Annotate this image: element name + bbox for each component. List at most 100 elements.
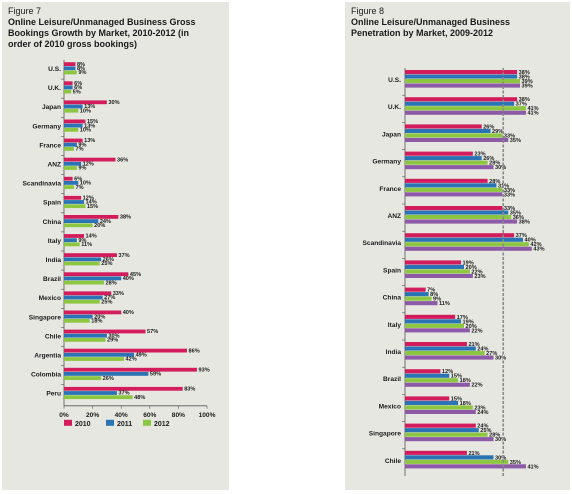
data-label: 48% <box>134 395 145 401</box>
data-label: 37% <box>516 233 527 239</box>
bar <box>64 372 149 376</box>
data-label: 33% <box>504 133 515 139</box>
bar <box>405 124 482 129</box>
bar <box>64 310 122 315</box>
bar <box>64 138 83 143</box>
data-label: 59% <box>150 372 161 378</box>
figure-8-title-line: Penetration by Market, 2009-2012 <box>351 28 494 38</box>
data-label: 29% <box>107 338 118 344</box>
bar <box>405 242 529 247</box>
data-label: 10% <box>80 108 91 114</box>
data-label: 33% <box>504 192 515 198</box>
category-label: Germany <box>372 159 401 166</box>
data-label: 6% <box>74 176 82 182</box>
bar <box>405 210 509 215</box>
data-label: 18% <box>460 401 471 407</box>
bar <box>405 455 494 460</box>
bar <box>405 287 426 292</box>
data-label: 41% <box>527 111 538 117</box>
bar <box>405 97 518 102</box>
bar <box>64 357 125 361</box>
bar <box>64 200 85 204</box>
bar <box>405 137 509 142</box>
legend-swatch <box>64 419 72 426</box>
data-label: 45% <box>130 272 141 278</box>
data-label: 14% <box>86 234 97 240</box>
category-label: U.S. <box>48 66 61 73</box>
data-label: 26% <box>483 156 494 162</box>
data-label: 38% <box>519 97 530 103</box>
category-label: U.K. <box>388 104 401 111</box>
bar <box>405 432 488 437</box>
data-label: 38% <box>519 70 530 76</box>
data-label: 23% <box>474 405 485 411</box>
data-label: 42% <box>530 242 541 248</box>
figure-8-title: Online Leisure/Unmanaged Business Penetr… <box>351 17 510 39</box>
data-label: 26% <box>483 124 494 130</box>
data-label: 5% <box>73 89 81 95</box>
data-label: 6% <box>74 81 82 87</box>
bar <box>405 246 532 251</box>
data-label: 24% <box>477 410 488 416</box>
data-label: 30% <box>495 165 506 171</box>
category-label: China <box>383 295 402 302</box>
bar <box>405 296 432 301</box>
data-label: 7% <box>76 147 84 153</box>
data-label: 7% <box>76 185 84 191</box>
bar <box>64 318 90 323</box>
data-label: 28% <box>489 161 500 167</box>
bar <box>64 100 107 105</box>
data-label: 15% <box>451 374 462 380</box>
category-label: Germany <box>32 123 61 130</box>
bar <box>64 204 86 209</box>
data-label: 7% <box>427 288 435 294</box>
bar <box>405 428 479 433</box>
bar <box>64 66 76 71</box>
category-label: Scandinavia <box>23 181 62 188</box>
bar <box>64 295 103 300</box>
data-label: 33% <box>504 206 515 212</box>
data-label: 19% <box>463 319 474 325</box>
data-label: 8% <box>77 66 85 72</box>
data-label: 23% <box>474 152 485 158</box>
bar <box>405 74 518 79</box>
data-label: 12% <box>83 162 94 168</box>
data-label: 13% <box>84 104 95 110</box>
bar <box>64 257 102 262</box>
data-label: 8% <box>77 62 85 68</box>
bar <box>64 238 77 243</box>
bar <box>405 369 441 374</box>
bar <box>64 161 82 166</box>
data-label: 27% <box>486 351 497 357</box>
bar <box>405 396 450 401</box>
bar <box>405 346 476 351</box>
category-label: Scandinavia <box>363 240 402 247</box>
category-label: Brazil <box>383 376 401 383</box>
bar <box>405 459 509 464</box>
x-tick-label: 40% <box>115 412 128 419</box>
category-label: Mexico <box>379 403 401 410</box>
data-label: 12% <box>83 196 94 202</box>
data-label: 25% <box>101 299 112 305</box>
figure-7-title-line: order of 2010 gross bookings) <box>8 39 138 49</box>
data-label: 38% <box>519 220 530 226</box>
bar <box>405 423 476 428</box>
bar <box>405 165 494 170</box>
category-label: France <box>379 186 401 193</box>
bar <box>405 464 526 469</box>
data-label: 9% <box>78 142 86 148</box>
bar <box>64 104 83 109</box>
category-label: Italy <box>388 322 402 329</box>
bar <box>405 160 488 165</box>
data-label: 9% <box>78 166 86 172</box>
bar <box>64 276 122 281</box>
bar <box>405 405 473 410</box>
figure-8-title-line: Online Leisure/Unmanaged Business <box>351 17 511 27</box>
data-label: 29% <box>492 129 503 135</box>
data-label: 35% <box>510 138 521 144</box>
bar <box>405 378 459 383</box>
bar <box>405 264 464 269</box>
data-label: 9% <box>78 238 86 244</box>
bar <box>405 187 503 192</box>
data-label: 86% <box>188 348 199 354</box>
